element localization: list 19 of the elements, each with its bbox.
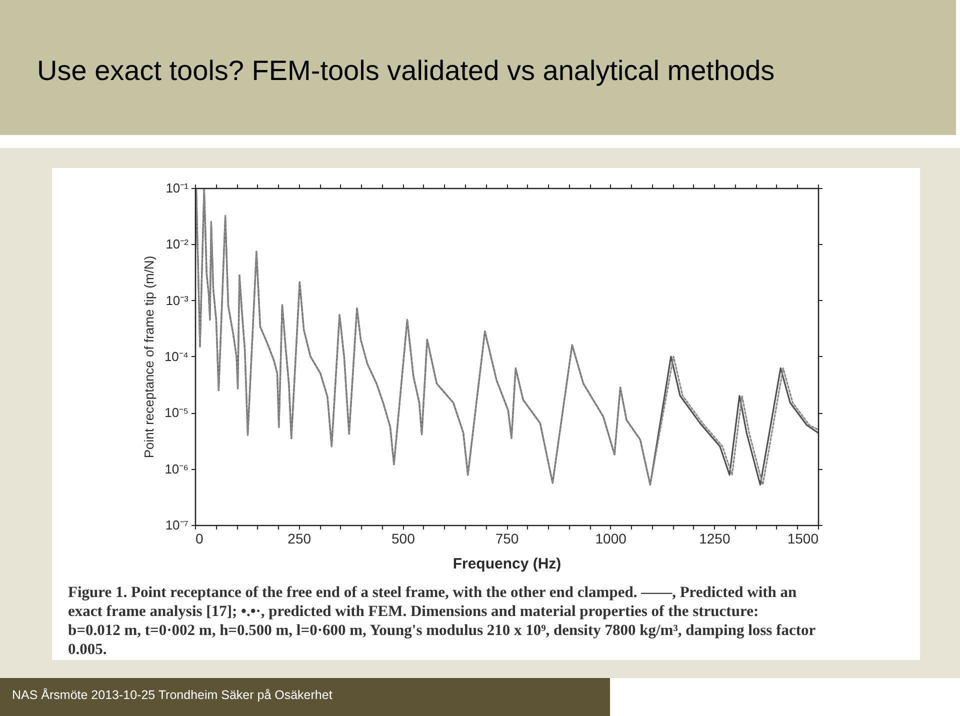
y-tick-label: 10⁻⁵ bbox=[164, 405, 188, 420]
caption: Figure 1. Point receptance of the free end of a steel frame, with the other end clamped. ——, Predicted with an exact frame analysis [17]; •.•·, predicted with FEM. Dimensions and material properties of the structure: b=0.012 m, t=0·002 m, h=0.500 m, l=0·600 m, Young's modulus 210 x 10⁹, density 7800 kg/m³, damping loss factor 0.005. bbox=[68, 584, 816, 658]
text: NAS Årsmöte 2013-10-25 Trondheim Säker på Osäkerhet bbox=[12, 688, 333, 702]
y-tick-label: 10⁻⁷ bbox=[165, 518, 189, 532]
y-tick-label: 10⁻⁶ bbox=[164, 461, 188, 476]
y-tick-label: 10⁻⁴ bbox=[164, 349, 188, 364]
x-tick-label: 1250 bbox=[699, 530, 730, 546]
x-tick-label: 500 bbox=[391, 530, 416, 546]
x-tick-label: 250 bbox=[288, 530, 312, 546]
x-axis-title: Frequency (Hz) bbox=[452, 556, 562, 572]
y-tick-label: 10⁻¹ bbox=[166, 180, 190, 196]
y-tick-label: 10⁻³ bbox=[166, 292, 190, 308]
x-tick-label: 0 bbox=[196, 530, 204, 546]
x-tick-label: 750 bbox=[495, 530, 519, 546]
x-tick-label: 1500 bbox=[787, 530, 819, 546]
x-tick-label: 1000 bbox=[595, 530, 627, 546]
y-axis-title: Point receptance of frame tip (m/N) bbox=[141, 256, 156, 458]
chart-title: Use exact tools? FEM-tools validated vs analytical methods bbox=[37, 55, 775, 86]
y-tick-label: 10⁻² bbox=[166, 236, 190, 252]
